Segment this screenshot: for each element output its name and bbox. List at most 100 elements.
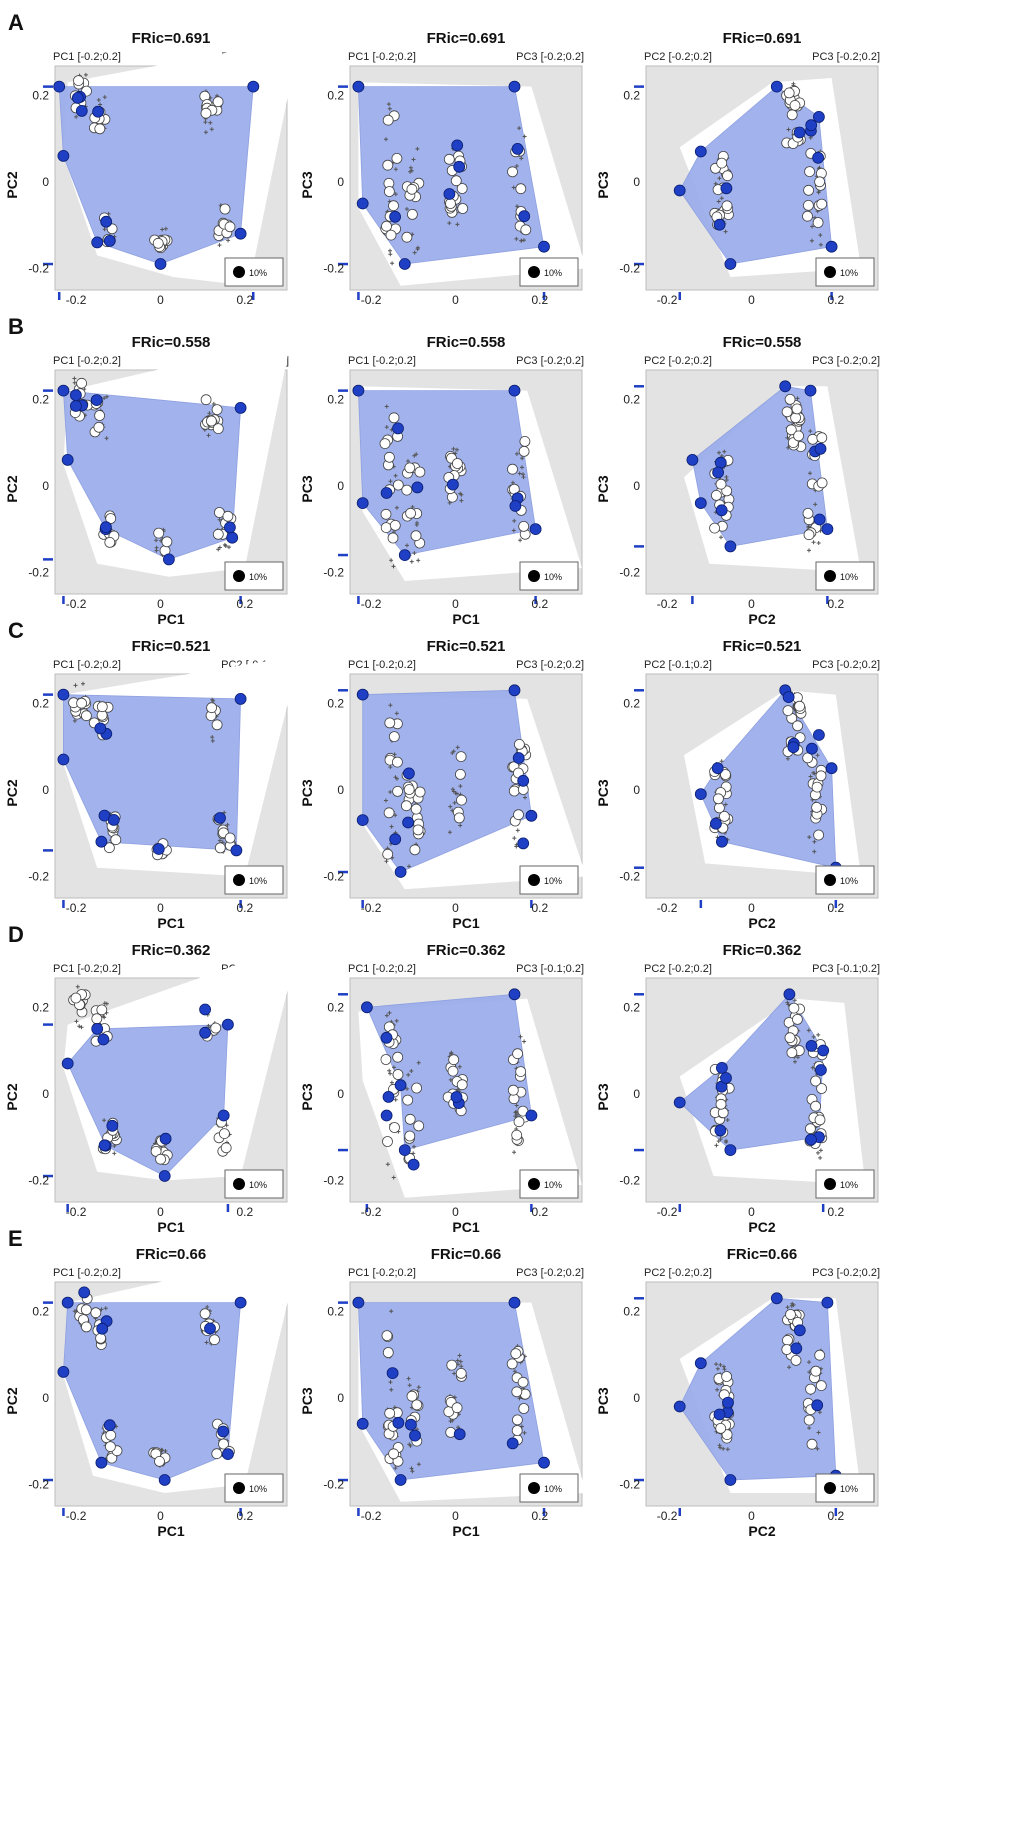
species-point	[413, 1120, 425, 1132]
y-tick-label: -0.2	[28, 869, 49, 883]
species-cross-point	[72, 380, 77, 385]
species-cross-point	[816, 1430, 821, 1435]
species-cross-point	[389, 558, 394, 563]
species-cross-point	[388, 248, 392, 253]
species-point	[401, 484, 413, 496]
hull-vertex-point	[234, 1296, 247, 1309]
hull-vertex-point	[57, 1366, 70, 1378]
y-tick-label: -0.2	[28, 1477, 49, 1491]
x-axis-title: PC1	[157, 1523, 184, 1539]
hull-vertex-point	[724, 1144, 737, 1156]
species-cross-point	[810, 224, 815, 229]
species-point	[382, 1136, 393, 1147]
species-point	[389, 1122, 400, 1133]
species-cross-point	[211, 401, 216, 406]
y-axis-title: PC3	[595, 171, 611, 198]
species-cross-point	[807, 1426, 812, 1430]
species-point	[447, 1065, 459, 1077]
species-cross-point	[812, 849, 817, 854]
species-cross-point	[393, 473, 398, 478]
species-cross-point	[514, 164, 519, 168]
hull-vertex-point	[805, 1133, 817, 1146]
hull-vertex-point	[398, 1144, 411, 1156]
species-cross-point	[452, 800, 457, 805]
axis-range-label-right: PC3 [-0.2;0.2]	[516, 659, 584, 671]
hull-vertex-point	[95, 1456, 108, 1469]
species-cross-point	[514, 1103, 519, 1108]
species-point	[815, 770, 827, 782]
hull-vertex-point	[57, 149, 70, 162]
species-point	[709, 522, 720, 534]
x-axis-title: PC1	[157, 915, 184, 931]
species-cross-point	[716, 199, 721, 204]
hull-vertex-point	[226, 531, 239, 544]
species-point	[786, 1047, 798, 1058]
species-cross-point	[511, 185, 516, 190]
species-cross-point	[388, 1380, 393, 1385]
species-point	[517, 1376, 529, 1388]
species-point	[785, 1309, 796, 1320]
hull-vertex-point	[694, 1357, 707, 1370]
species-point	[94, 410, 105, 421]
hull-vertex-point	[95, 835, 108, 848]
species-cross-point	[104, 394, 109, 399]
fric-title: FRic=0.521	[132, 638, 211, 655]
hull-vertex-point	[804, 384, 817, 397]
x-tick-label: 0.2	[827, 597, 844, 611]
species-point	[152, 237, 164, 249]
species-point	[443, 153, 455, 165]
legend-marker	[824, 874, 836, 886]
species-point	[455, 751, 467, 762]
species-cross-point	[792, 998, 797, 1003]
hull-vertex-point	[394, 1079, 407, 1092]
species-cross-point	[409, 168, 414, 173]
species-point	[391, 756, 403, 768]
species-point	[96, 701, 108, 713]
species-cross-point	[226, 238, 231, 243]
scatter-plot-d-2: FRic=0.362 PC1 [-0.2;0.2] PC3 [-0.1;0.2] 10…	[299, 942, 584, 1235]
y-tick-label: -0.2	[619, 869, 640, 883]
species-cross-point	[211, 698, 216, 703]
species-cross-point	[818, 1148, 823, 1153]
species-point	[382, 848, 394, 860]
species-cross-point	[389, 1309, 394, 1314]
species-point	[450, 175, 462, 187]
species-cross-point	[163, 1449, 168, 1453]
species-point	[218, 1128, 230, 1139]
fric-title: FRic=0.521	[723, 638, 802, 655]
species-point	[792, 1014, 803, 1025]
species-point	[381, 1330, 393, 1341]
species-cross-point	[515, 204, 520, 209]
hull-vertex-point	[821, 1296, 834, 1309]
species-cross-point	[405, 543, 409, 548]
scatter-plot-e-3: FRic=0.66 PC2 [-0.2;0.2] PC3 [-0.2;0.2] 10%…	[595, 1246, 880, 1539]
species-cross-point	[512, 518, 517, 523]
hull-vertex-point	[517, 774, 530, 787]
x-axis-title: PC1	[452, 1219, 479, 1235]
species-point	[804, 166, 815, 178]
species-point	[73, 75, 84, 86]
species-cross-point	[79, 1025, 84, 1030]
hull-vertex-point	[713, 1408, 726, 1421]
species-cross-point	[415, 146, 420, 151]
species-cross-point	[519, 238, 524, 243]
species-cross-point	[388, 765, 393, 770]
hull-vertex-point	[107, 814, 120, 826]
x-tick-label: 0	[452, 901, 459, 915]
species-point	[409, 844, 421, 856]
species-cross-point	[815, 1446, 820, 1451]
legend-marker	[528, 266, 540, 278]
fric-title: FRic=0.362	[132, 942, 211, 959]
species-point	[508, 785, 520, 797]
species-point	[381, 220, 392, 232]
hull-vertex-point	[352, 384, 365, 397]
species-point	[512, 1048, 523, 1060]
species-cross-point	[714, 1362, 719, 1367]
species-point	[382, 114, 394, 126]
y-tick-label: 0.2	[32, 1000, 49, 1014]
x-tick-label: -0.2	[657, 597, 678, 611]
species-point	[388, 1448, 400, 1460]
hull-vertex-point	[407, 1158, 420, 1171]
species-cross-point	[813, 502, 818, 507]
